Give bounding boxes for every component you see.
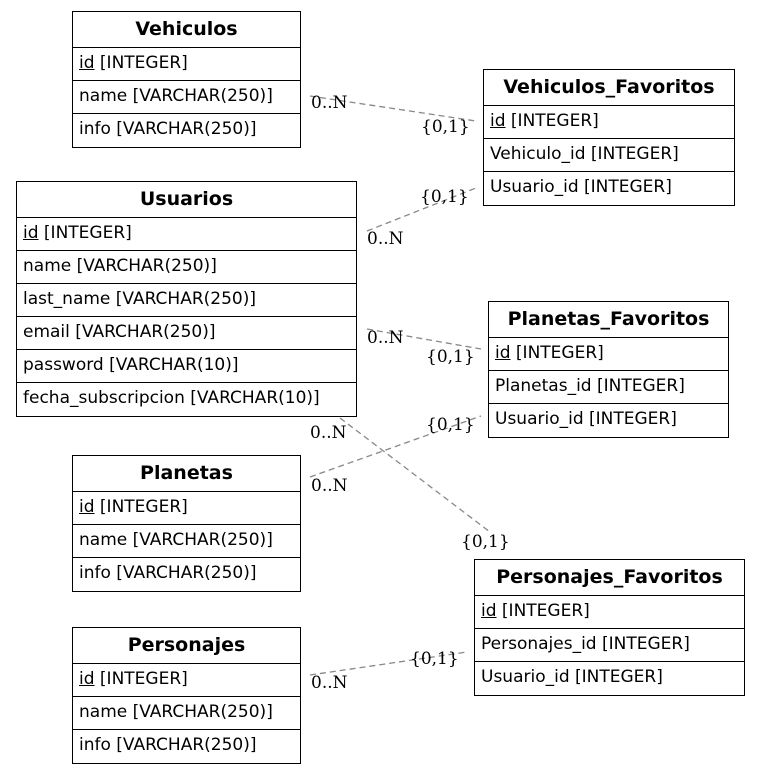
table-row: password [VARCHAR(10)] [17, 350, 356, 383]
cardinality-many: 0..N [310, 423, 347, 443]
table-row: id [INTEGER] [475, 596, 744, 629]
table-row: name [VARCHAR(250)] [73, 697, 300, 730]
table-row: id [INTEGER] [489, 338, 728, 371]
cardinality-one: {0,1} [426, 415, 475, 435]
primary-key: id [495, 343, 511, 363]
table-personajes[interactable]: Personajes id [INTEGER] name [VARCHAR(25… [72, 627, 301, 764]
cardinality-many: 0..N [311, 93, 348, 113]
table-row: id [INTEGER] [17, 218, 356, 251]
table-vehiculos[interactable]: Vehiculos id [INTEGER] name [VARCHAR(250… [72, 11, 301, 148]
cardinality-one: {0,1} [421, 117, 470, 137]
table-usuarios[interactable]: Usuarios id [INTEGER] name [VARCHAR(250)… [16, 181, 357, 417]
cardinality-many: 0..N [311, 673, 348, 693]
table-row: info [VARCHAR(250)] [79, 119, 257, 139]
table-row: name [VARCHAR(250)] [73, 81, 300, 114]
primary-key: id [79, 669, 95, 689]
cardinality-many: 0..N [367, 229, 404, 249]
edge-planetas-planetas-favoritos [309, 415, 482, 478]
primary-key: id [23, 223, 39, 243]
table-row: info [VARCHAR(250)] [79, 563, 257, 583]
table-row: email [VARCHAR(250)] [17, 317, 356, 350]
cardinality-one: {0,1} [426, 347, 475, 367]
edge-usuarios-personajes-favoritos [339, 417, 491, 533]
table-planetas-favoritos[interactable]: Planetas_Favoritos id [INTEGER] Planetas… [488, 301, 729, 438]
table-row: Personajes_id [INTEGER] [475, 629, 744, 662]
table-vehiculos-favoritos[interactable]: Vehiculos_Favoritos id [INTEGER] Vehicul… [483, 69, 735, 206]
table-title: Usuarios [17, 182, 356, 218]
cardinality-one: {0,1} [461, 532, 510, 552]
table-row: name [VARCHAR(250)] [17, 251, 356, 284]
table-row: Planetas_id [INTEGER] [489, 371, 728, 404]
table-row: id [INTEGER] [73, 492, 300, 525]
table-title: Planetas [73, 456, 300, 492]
table-row: last_name [VARCHAR(250)] [17, 284, 356, 317]
cardinality-one: {0,1} [420, 187, 469, 207]
table-title: Vehiculos [73, 12, 300, 48]
table-row: id [INTEGER] [484, 106, 734, 139]
table-row: id [INTEGER] [73, 48, 300, 81]
table-personajes-favoritos[interactable]: Personajes_Favoritos id [INTEGER] Person… [474, 559, 745, 696]
edge-vehiculos-vehiculos-favoritos [309, 95, 477, 122]
edge-personajes-personajes-favoritos [309, 651, 468, 676]
cardinality-many: 0..N [311, 476, 348, 496]
cardinality-one: {0,1} [410, 649, 459, 669]
table-title: Vehiculos_Favoritos [484, 70, 734, 106]
table-title: Personajes [73, 628, 300, 664]
table-row: Vehiculo_id [INTEGER] [484, 139, 734, 172]
primary-key: id [79, 497, 95, 517]
primary-key: id [79, 53, 95, 73]
table-planetas[interactable]: Planetas id [INTEGER] name [VARCHAR(250)… [72, 455, 301, 592]
table-row: info [VARCHAR(250)] [79, 735, 257, 755]
primary-key: id [481, 601, 497, 621]
table-title: Planetas_Favoritos [489, 302, 728, 338]
table-row: Usuario_id [INTEGER] [481, 667, 663, 687]
cardinality-many: 0..N [367, 328, 404, 348]
table-row: fecha_subscripcion [VARCHAR(10)] [23, 388, 320, 408]
table-row: name [VARCHAR(250)] [73, 525, 300, 558]
table-title: Personajes_Favoritos [475, 560, 744, 596]
table-row: Usuario_id [INTEGER] [495, 409, 677, 429]
primary-key: id [490, 111, 506, 131]
table-row: Usuario_id [INTEGER] [490, 177, 672, 197]
table-row: id [INTEGER] [73, 664, 300, 697]
